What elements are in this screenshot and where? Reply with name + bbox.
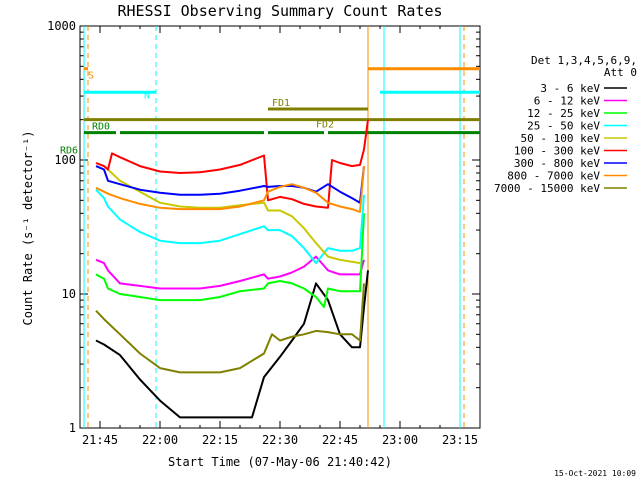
legend-label: 3 - 6 keV — [540, 82, 600, 95]
legend-label: 25 - 50 keV — [527, 120, 600, 133]
x-tick-label: 21:45 — [82, 433, 118, 447]
series-line-0 — [95, 270, 369, 419]
x-axis-label: Start Time (07-May-06 21:40:42) — [168, 455, 392, 469]
legend-label: 12 - 25 keV — [527, 107, 600, 120]
x-tick-label: 22:15 — [202, 433, 238, 447]
plot-frame — [79, 25, 481, 429]
x-tick-label: 22:00 — [142, 433, 178, 447]
series-line-2 — [95, 213, 365, 308]
chart-title: RHESSI Observing Summary Count Rates — [117, 2, 442, 20]
status-label-rd6: RD6 — [60, 145, 78, 156]
legend-label: 6 - 12 keV — [534, 95, 601, 108]
series-line-1 — [95, 255, 365, 290]
y-tick-label: 1000 — [47, 19, 76, 33]
legend-title: Det 1,3,4,5,6,9, — [531, 54, 637, 67]
legend-label: 300 - 800 keV — [514, 157, 600, 170]
series-line-3 — [95, 189, 365, 265]
y-tick-label: 10 — [62, 287, 76, 301]
x-tick-label: 22:30 — [262, 433, 298, 447]
plot-area: 1 10 100 1000 21:45 22:00 22:15 22:30 22:45 23:00… — [47, 19, 481, 447]
legend-label: 800 - 7000 keV — [507, 170, 600, 183]
timestamp: 15-Oct-2021 10:09 — [554, 469, 636, 478]
status-label-fd2: FD2 — [316, 120, 334, 131]
x-tick-label: 23:00 — [382, 433, 418, 447]
y-axis-label: Count Rate (s⁻¹ detector⁻¹) — [21, 130, 35, 325]
status-label-rd0: RD0 — [92, 122, 110, 133]
status-label-n: N — [144, 90, 150, 101]
y-tick-label: 1 — [69, 421, 76, 435]
legend-title: Att 0 — [604, 66, 637, 79]
x-tick-label: 22:45 — [322, 433, 358, 447]
legend-label: 7000 - 15000 keV — [494, 182, 600, 195]
series-line-6 — [95, 165, 365, 204]
series-line-8 — [95, 283, 365, 374]
x-tick-label: 23:15 — [442, 433, 478, 447]
series-line-7 — [95, 166, 365, 213]
legend-label: 50 - 100 keV — [521, 132, 601, 145]
legend-label: 100 - 300 keV — [514, 145, 600, 158]
status-label-fd1: FD1 — [272, 98, 290, 109]
y-tick-label: 100 — [54, 153, 76, 167]
status-label-s: S — [88, 71, 94, 82]
series-line-4 — [95, 162, 361, 265]
series-line-5 — [95, 119, 369, 209]
